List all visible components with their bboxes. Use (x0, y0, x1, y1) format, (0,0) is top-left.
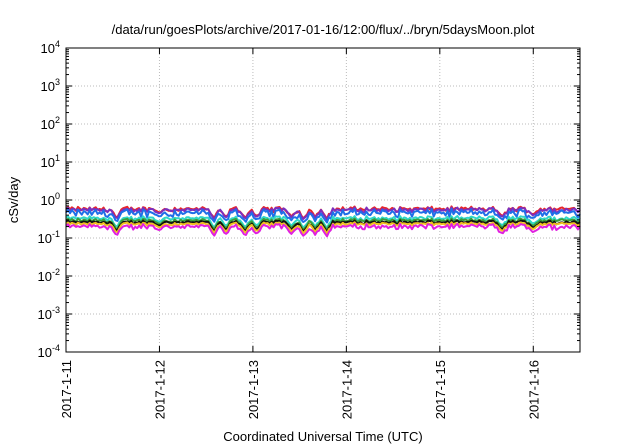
x-tick-label: 2017-1-15 (433, 360, 448, 419)
y-tick-label: 10-1 (38, 229, 60, 246)
y-tick-label: 10-3 (38, 305, 60, 322)
y-tick-base: 10 (41, 117, 55, 132)
y-axis-label: cSv/day (6, 176, 21, 223)
y-tick-label: 103 (41, 77, 60, 94)
series-line (65, 221, 581, 235)
y-tick-exponent: -1 (52, 229, 60, 239)
y-tick-label: 104 (41, 39, 60, 56)
grid (65, 48, 580, 352)
y-tick-label: 100 (41, 191, 60, 208)
chart-title: /data/run/goesPlots/archive/2017-01-16/1… (112, 22, 535, 37)
y-tick-exponent: -3 (52, 305, 60, 315)
y-tick-exponent: -2 (52, 267, 60, 277)
x-tick-label: 2017-1-12 (152, 360, 167, 419)
y-tick-base: 10 (41, 155, 55, 170)
y-tick-base: 10 (38, 307, 52, 322)
x-axis-label: Coordinated Universal Time (UTC) (223, 429, 422, 444)
y-tick-label: 10-4 (38, 343, 60, 360)
y-tick-exponent: 1 (55, 153, 60, 163)
plot-area (65, 205, 581, 238)
x-tick-label: 2017-1-16 (526, 360, 541, 419)
y-tick-label: 10-2 (38, 267, 60, 284)
ticks (65, 47, 580, 353)
x-tick-label: 2017-1-11 (59, 360, 74, 418)
y-tick-exponent: 4 (55, 39, 60, 49)
y-tick-exponent: -4 (52, 343, 60, 353)
x-tick-label: 2017-1-14 (339, 360, 354, 419)
y-tick-base: 10 (41, 79, 55, 94)
y-tick-label: 101 (41, 153, 60, 170)
y-tick-exponent: 0 (55, 191, 60, 201)
y-tick-exponent: 3 (55, 77, 60, 87)
y-tick-base: 10 (41, 41, 55, 56)
y-tick-base: 10 (38, 231, 52, 246)
y-tick-base: 10 (38, 269, 52, 284)
y-tick-exponent: 2 (55, 115, 60, 125)
series-line (65, 206, 581, 221)
plot-frame (65, 47, 581, 353)
x-tick-labels: 2017-1-11 2017-1-12 2017-1-13 2017-1-14 2017… (59, 360, 541, 419)
x-tick-label: 2017-1-13 (246, 360, 261, 419)
y-tick-base: 10 (38, 345, 52, 360)
y-tick-label: 102 (41, 115, 60, 132)
series-line (65, 222, 581, 238)
series-line (65, 207, 581, 224)
y-tick-base: 10 (41, 193, 55, 208)
series-line (65, 215, 581, 229)
